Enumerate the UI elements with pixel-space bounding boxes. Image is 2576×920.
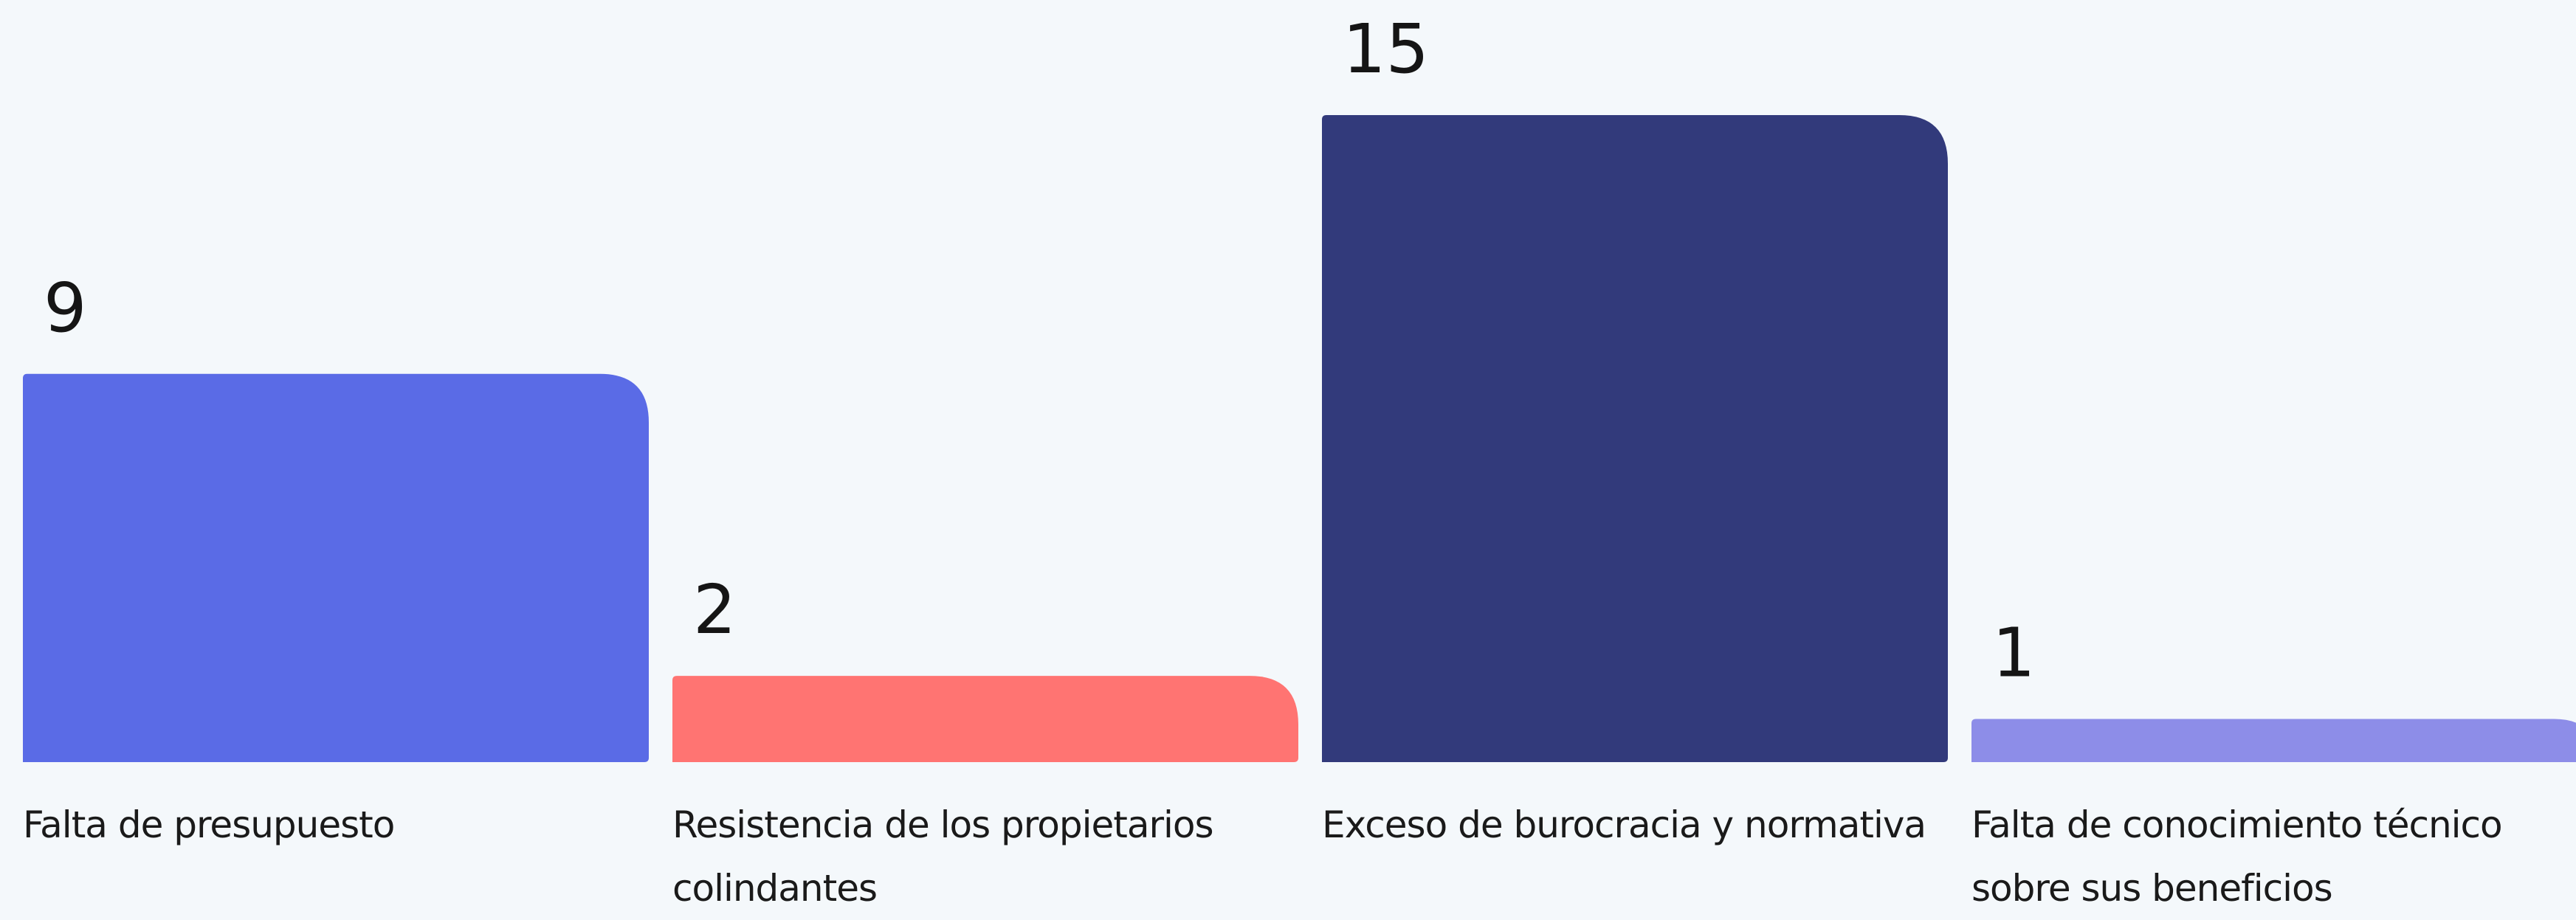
category-label: Exceso de burocracia y normativa [1322, 803, 1926, 846]
value-label: 2 [693, 570, 737, 649]
bar [672, 676, 1298, 762]
bar [1322, 115, 1948, 762]
bar [1971, 719, 2576, 762]
value-label: 1 [1992, 614, 2036, 693]
value-label: 9 [44, 269, 87, 347]
category-label: Falta de presupuesto [23, 803, 395, 846]
category-label: Falta de conocimiento técnico sobre sus … [1971, 803, 2503, 910]
category-label: Resistencia de los propietarios colindan… [672, 803, 1214, 910]
bar [23, 373, 649, 762]
value-label: 15 [1343, 10, 1429, 89]
